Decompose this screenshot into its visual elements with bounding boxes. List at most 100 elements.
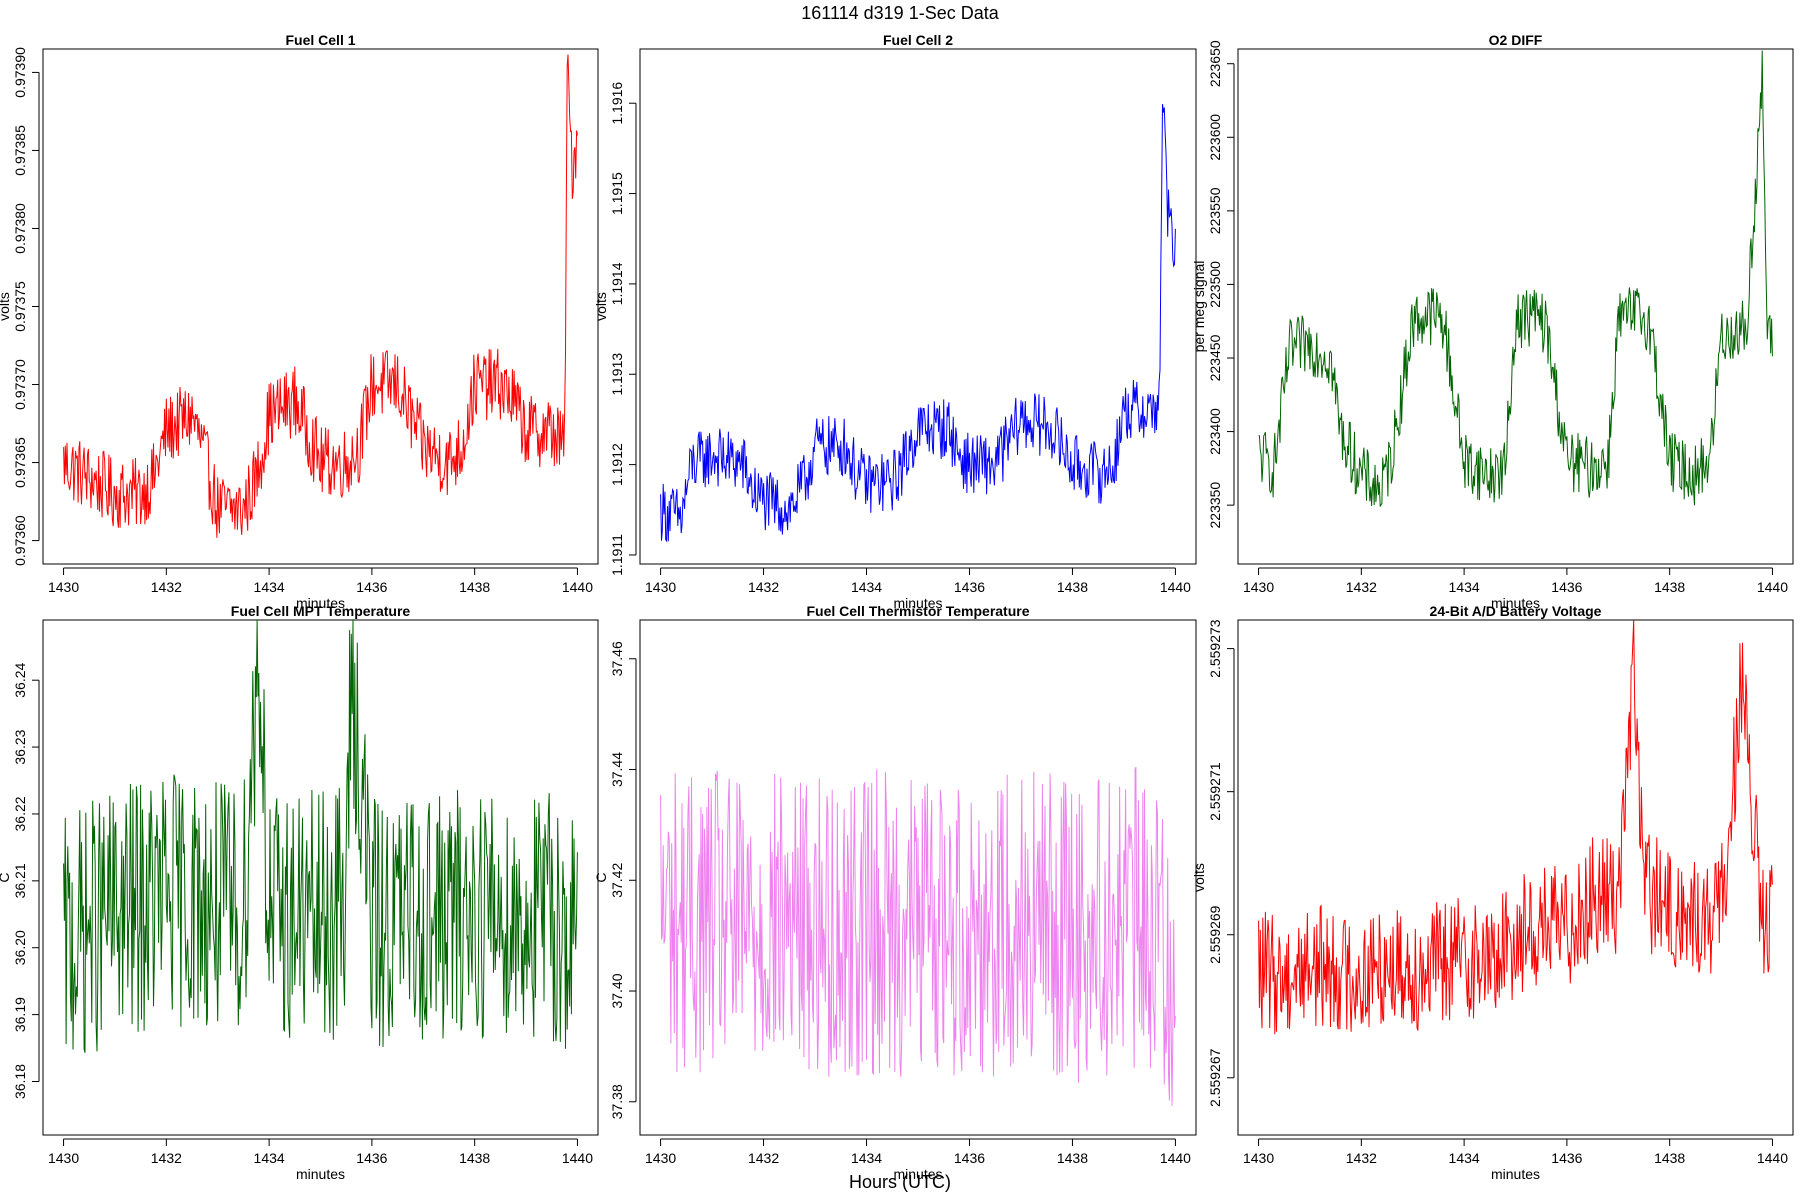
24-bit-a-d-battery-voltage-y-tick-label: 2.559271 [1207,762,1223,821]
24-bit-a-d-battery-voltage-x-tick-label: 1438 [1654,1150,1685,1166]
fuel-cell-2-y-tick-label: 1.1911 [609,534,625,576]
fuel-cell-1-x-tick-label: 1440 [562,579,593,595]
o2-diff-plot-frame [1237,48,1794,565]
fuel-cell-1-plot-frame [42,48,599,565]
24-bit-a-d-battery-voltage-y-tick-label: 2.559273 [1207,619,1223,678]
o2-diff-y-tick-label: 223550 [1207,187,1223,234]
fuel-cell-thermistor-temperature-y-axis: 37.38 37.40 37.42 37.44 37.46 [609,641,637,1119]
fuel-cell-1-y-tick-label: 0.97365 [12,437,28,488]
fuel-cell-thermistor-temperature-y-tick-label: 37.38 [609,1084,625,1119]
fuel-cell-1-y-tick-label: 0.97385 [12,125,28,176]
fuel-cell-1-x-tick-label: 1430 [48,579,79,595]
fuel-cell-thermistor-temperature-y-tick-label: 37.40 [609,973,625,1008]
fuel-cell-2-x-axis: 1430 1432 1434 1436 1438 1440 [645,567,1191,595]
fuel-cell-thermistor-temperature-y-tick-label: 37.46 [609,641,625,676]
fuel-cell-thermistor-temperature-y-tick-label: 37.42 [609,863,625,898]
fuel-cell-mpt-temperature-y-tick-label: 36.24 [12,662,28,697]
fuel-cell-mpt-temperature-y-tick-label: 36.23 [12,729,28,764]
o2-diff-x-tick-label: 1440 [1757,579,1788,595]
fuel-cell-thermistor-temperature-x-tick-label: 1436 [954,1150,985,1166]
fuel-cell-1-y-tick-label: 0.97360 [12,515,28,566]
fuel-cell-2-x-tick-label: 1432 [748,579,779,595]
fuel-cell-1-x-tick-label: 1434 [254,579,285,595]
fuel-cell-1-x-axis: 1430 1432 1434 1436 1438 1440 [48,567,593,595]
fuel-cell-thermistor-temperature-panel: Fuel Cell Thermistor Temperature 1430 1432… [593,603,1197,1182]
fuel-cell-2-x-tick-label: 1440 [1160,579,1191,595]
fuel-cell-1-x-tick-label: 1436 [356,579,387,595]
o2-diff-y-tick-label: 223400 [1207,408,1223,455]
fuel-cell-thermistor-temperature-series-line [660,767,1176,1106]
o2-diff-x-tick-label: 1430 [1243,579,1274,595]
fuel-cell-1-x-label: minutes [296,595,345,611]
fuel-cell-thermistor-temperature-y-label: C [593,872,609,882]
o2-diff-x-tick-label: 1432 [1346,579,1377,595]
fuel-cell-2-y-axis: 1.1911 1.1912 1.1913 1.1914 1.1915 1.1916 [609,82,637,576]
24-bit-a-d-battery-voltage-x-label: minutes [1491,1166,1540,1182]
24-bit-a-d-battery-voltage-x-tick-label: 1430 [1243,1150,1274,1166]
fuel-cell-1-title: Fuel Cell 1 [285,32,355,48]
o2-diff-x-tick-label: 1436 [1551,579,1582,595]
fuel-cell-mpt-temperature-x-tick-label: 1440 [562,1150,593,1166]
fuel-cell-mpt-temperature-x-tick-label: 1432 [151,1150,182,1166]
fuel-cell-1-y-tick-label: 0.97375 [12,281,28,332]
24-bit-a-d-battery-voltage-x-axis: 1430 1432 1434 1436 1438 1440 [1243,1138,1788,1166]
fuel-cell-1-y-label: volts [0,292,12,321]
fuel-cell-thermistor-temperature-plot-frame [639,619,1197,1136]
fuel-cell-thermistor-temperature-x-tick-label: 1430 [645,1150,676,1166]
fuel-cell-mpt-temperature-y-axis: 36.18 36.19 36.20 36.21 36.22 36.23 36.24 [12,662,40,1099]
o2-diff-title: O2 DIFF [1489,32,1543,48]
fuel-cell-1-y-axis: 0.97360 0.97365 0.97370 0.97375 0.97380 0.973… [12,47,40,566]
fuel-cell-2-series-line [660,104,1176,543]
fuel-cell-2-plot-frame [639,48,1197,565]
fuel-cell-1-y-tick-label: 0.97370 [12,359,28,410]
fuel-cell-2-x-label: minutes [893,595,942,611]
o2-diff-y-tick-label: 223450 [1207,334,1223,381]
24-bit-a-d-battery-voltage-y-label: volts [1191,863,1207,892]
24-bit-a-d-battery-voltage-plot-frame [1237,619,1794,1136]
24-bit-a-d-battery-voltage-x-tick-label: 1432 [1346,1150,1377,1166]
24-bit-a-d-battery-voltage-x-tick-label: 1440 [1757,1150,1788,1166]
fuel-cell-2-x-tick-label: 1434 [851,579,882,595]
fuel-cell-2-x-tick-label: 1436 [954,579,985,595]
fuel-cell-mpt-temperature-y-label: C [0,872,12,882]
fuel-cell-thermistor-temperature-x-tick-label: 1434 [851,1150,882,1166]
fuel-cell-1-x-tick-label: 1438 [459,579,490,595]
fuel-cell-thermistor-temperature-x-tick-label: 1432 [748,1150,779,1166]
fuel-cell-2-y-tick-label: 1.1912 [609,443,625,486]
o2-diff-y-tick-label: 223350 [1207,482,1223,529]
fuel-cell-thermistor-temperature-y-tick-label: 37.44 [609,752,625,787]
fuel-cell-mpt-temperature-series-line [63,619,578,1053]
24-bit-a-d-battery-voltage-x-tick-label: 1436 [1551,1150,1582,1166]
panels: Fuel Cell 1 1430 1432 1434 1436 1438 1440 minut… [0,32,1794,1182]
fuel-cell-2-y-tick-label: 1.1915 [609,172,625,215]
24-bit-a-d-battery-voltage-title: 24-Bit A/D Battery Voltage [1430,603,1602,619]
fuel-cell-2-x-tick-label: 1438 [1057,579,1088,595]
fuel-cell-mpt-temperature-y-tick-label: 36.21 [12,863,28,898]
fuel-cell-2-title: Fuel Cell 2 [883,32,953,48]
fuel-cell-mpt-temperature-x-tick-label: 1436 [356,1150,387,1166]
common-x-label: Hours (UTC) [849,1172,951,1192]
fuel-cell-thermistor-temperature-x-tick-label: 1440 [1160,1150,1191,1166]
o2-diff-x-label: minutes [1491,595,1540,611]
24-bit-a-d-battery-voltage-x-tick-label: 1434 [1449,1150,1480,1166]
o2-diff-y-tick-label: 223600 [1207,114,1223,161]
fuel-cell-thermistor-temperature-x-axis: 1430 1432 1434 1436 1438 1440 [645,1138,1191,1166]
fuel-cell-1-series-line [63,54,578,538]
fuel-cell-mpt-temperature-title: Fuel Cell MPT Temperature [231,603,411,619]
fuel-cell-2-y-tick-label: 1.1916 [609,82,625,125]
fuel-cell-1-x-tick-label: 1432 [151,579,182,595]
o2-diff-y-label: per meg signal [1191,261,1207,353]
o2-diff-y-tick-label: 223650 [1207,40,1223,87]
fuel-cell-2-y-tick-label: 1.1914 [609,262,625,305]
fuel-cell-mpt-temperature-y-tick-label: 36.18 [12,1064,28,1099]
fuel-cell-mpt-temperature-y-tick-label: 36.22 [12,796,28,831]
o2-diff-x-tick-label: 1434 [1449,579,1480,595]
24-bit-a-d-battery-voltage-series-line [1258,619,1773,1035]
fuel-cell-mpt-temperature-x-label: minutes [296,1166,345,1182]
o2-diff-x-tick-label: 1438 [1654,579,1685,595]
fuel-cell-mpt-temperature-x-tick-label: 1434 [254,1150,285,1166]
fuel-cell-2-panel: Fuel Cell 2 1430 1432 1434 1436 1438 1440 minut… [593,32,1197,611]
